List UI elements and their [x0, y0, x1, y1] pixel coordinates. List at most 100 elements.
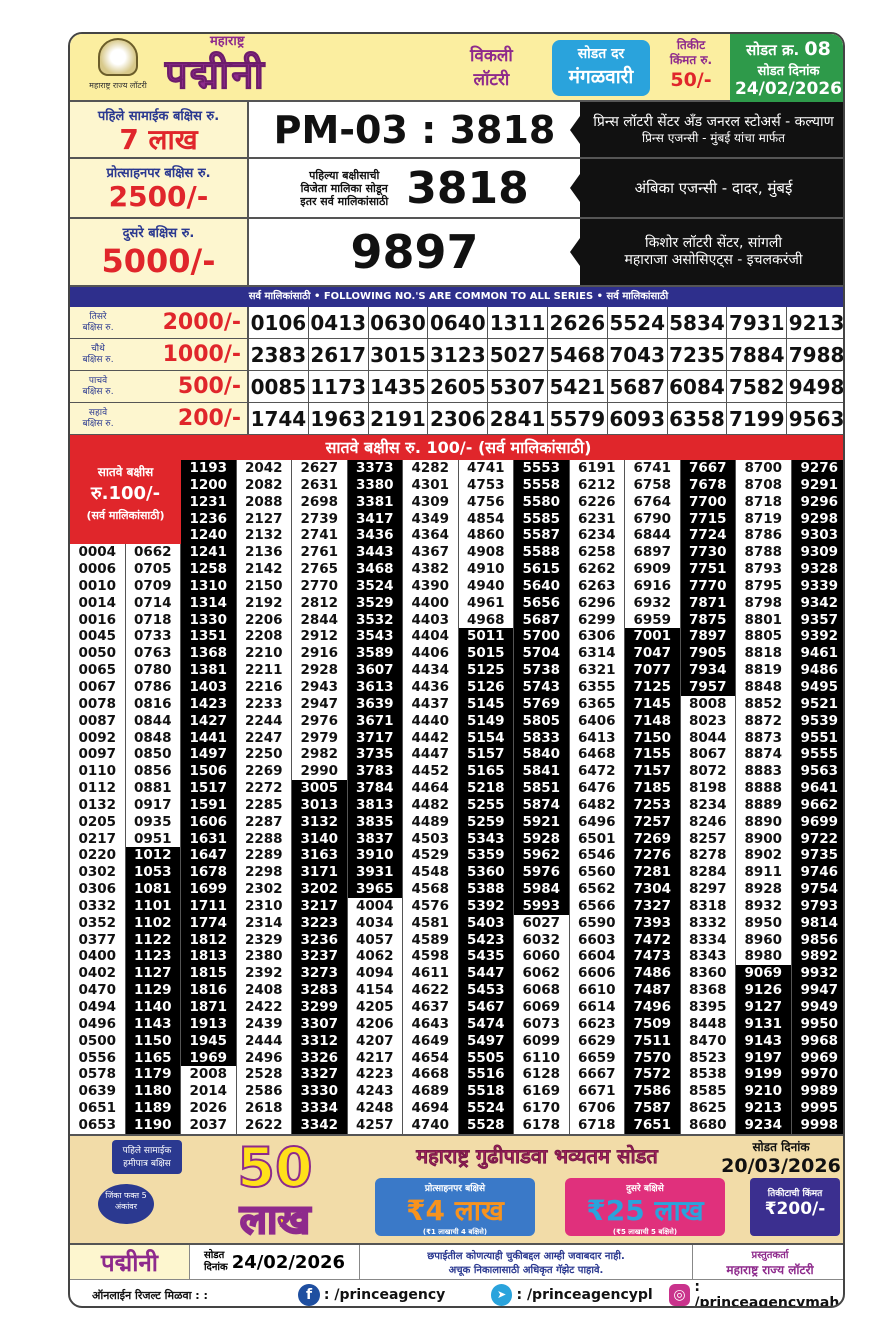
winning-number: 8708: [744, 476, 783, 493]
winning-number: 7276: [625, 847, 680, 865]
instagram-icon[interactable]: ◎: [668, 1284, 691, 1306]
winning-number: 5840: [514, 746, 569, 764]
winning-number: 3013: [292, 796, 347, 814]
winning-number: 4364: [411, 527, 450, 544]
winning-number: 4654: [411, 1049, 450, 1066]
winning-number: 6110: [522, 1049, 561, 1066]
instagram-link[interactable]: : /princeagencymah: [694, 1279, 840, 1308]
winning-number: 6191: [577, 460, 616, 476]
winning-number: 0332: [78, 897, 117, 914]
winning-number: 9131: [736, 1015, 791, 1033]
winning-number: 1423: [181, 695, 236, 713]
winning-number: 3671: [347, 712, 402, 730]
consolation-note-3: इतर सर्व मालिकांसाठी: [300, 194, 389, 208]
winning-number: 0014: [78, 594, 117, 611]
prize-amount: 200/-: [177, 406, 241, 431]
winning-number: 5833: [514, 729, 569, 747]
winning-number: 3005: [292, 780, 347, 797]
winning-number: 5392: [458, 897, 513, 915]
telegram-icon[interactable]: ➤: [490, 1284, 513, 1306]
winning-number: 5125: [458, 662, 513, 679]
winning-number: 7678: [680, 476, 735, 494]
winning-number: 5157: [458, 746, 513, 764]
winning-number: 6562: [577, 881, 616, 898]
footer-date-label-2: दिनांक: [203, 1262, 228, 1273]
winning-number: 3443: [347, 544, 402, 562]
winning-number: 3381: [347, 493, 402, 511]
promo-box1-title: प्रोत्साहनपर बक्षिसे: [424, 1184, 486, 1194]
winning-number: 0935: [133, 813, 172, 830]
winning-number: 9521: [791, 695, 843, 713]
winning-number: 8072: [688, 763, 727, 780]
winning-number: 1129: [125, 982, 180, 999]
winning-number: 9995: [791, 1100, 843, 1117]
winning-number: 6671: [577, 1083, 616, 1100]
winning-number: 2912: [300, 628, 339, 645]
winning-number: 5435: [458, 948, 513, 966]
winning-number: 0496: [78, 1015, 117, 1032]
winning-number: 0067: [78, 678, 117, 695]
winning-number: 3163: [292, 847, 347, 865]
winning-number: 7905: [680, 645, 735, 663]
second-prize-row: दुसरे बक्षिस रु. 5000/- 9897 किशोर लॉटरी …: [70, 219, 843, 287]
first-prize-label: पहिले सामाईक बक्षिस रु.: [97, 109, 220, 124]
prize-currency-label: बक्षिस रु.: [82, 386, 114, 397]
winning-number: 5656: [514, 594, 569, 612]
winning-number: 1403: [181, 678, 236, 696]
winning-number: 7472: [625, 931, 680, 949]
winning-number: 6296: [577, 594, 616, 611]
winning-number: 5421: [548, 371, 608, 402]
winning-number: 9127: [736, 999, 791, 1016]
winning-number: 2618: [244, 1100, 283, 1117]
winning-number: 8234: [688, 796, 727, 813]
winning-number: 9392: [791, 628, 843, 646]
winning-number: 1240: [181, 527, 236, 545]
winning-number: 5468: [548, 339, 608, 370]
promo-banner: पहिले सामाईक हमीपात्र बक्षिस जिंका फक्त …: [70, 1134, 843, 1245]
winning-number: 6764: [633, 493, 672, 510]
winning-number: 5874: [514, 796, 569, 814]
winning-number: 4622: [411, 982, 450, 999]
winning-number: 3217: [292, 897, 347, 915]
ticket-price-box: तिकीट किंमत रु. 50/-: [654, 38, 728, 92]
winning-number: 8334: [688, 931, 727, 948]
winning-number: 2496: [244, 1049, 283, 1066]
winning-number: 0709: [133, 577, 172, 594]
winning-number: 9998: [791, 1116, 843, 1134]
winning-number: 4282: [411, 460, 450, 476]
winning-number: 5687: [514, 611, 569, 629]
promo-second-box: दुसरे बक्षिसे ₹25 लाख (₹5 लाखाची 5 बक्षिसे…: [565, 1178, 725, 1236]
winning-number: 9970: [791, 1066, 843, 1084]
facebook-link[interactable]: : /princeagency: [323, 1287, 446, 1303]
facebook-icon[interactable]: f: [298, 1284, 320, 1306]
winning-number: 6590: [577, 914, 616, 931]
winning-number: 5423: [458, 931, 513, 949]
winning-number: 0006: [78, 561, 117, 578]
second-prize-agent-1: किशोर लॉटरी सेंटर, सांगली: [645, 235, 782, 251]
winning-number: 2916: [300, 645, 339, 662]
draw-every-label: सोडत दर: [577, 46, 625, 62]
winning-number: 5585: [514, 510, 569, 528]
winning-number: 4489: [411, 813, 450, 830]
winning-number: 4910: [466, 561, 505, 578]
telegram-link[interactable]: : /princeagencypl: [516, 1287, 653, 1303]
winning-number: 1591: [181, 796, 236, 814]
winning-number: 4668: [411, 1066, 450, 1083]
winning-number: 8872: [744, 712, 783, 729]
promo-amount-number: 50: [236, 1136, 313, 1199]
winning-number: 1127: [125, 965, 180, 983]
winning-number: 8368: [688, 982, 727, 999]
prize-amount: 2000/-: [162, 310, 241, 335]
winning-number: 1179: [125, 1066, 180, 1084]
prize-currency-label: बक्षिस रु.: [82, 354, 114, 365]
winning-number: 5962: [514, 847, 569, 865]
winning-number: 9143: [736, 1032, 791, 1050]
winning-number: 7509: [625, 1015, 680, 1033]
winning-number: 8902: [744, 847, 783, 864]
winning-number: 4309: [411, 493, 450, 510]
winning-number: 4689: [411, 1083, 450, 1100]
winning-number: 5558: [514, 476, 569, 494]
winning-number: 3529: [347, 594, 402, 612]
winning-number: 6468: [577, 746, 616, 763]
winning-number: 6496: [577, 813, 616, 830]
